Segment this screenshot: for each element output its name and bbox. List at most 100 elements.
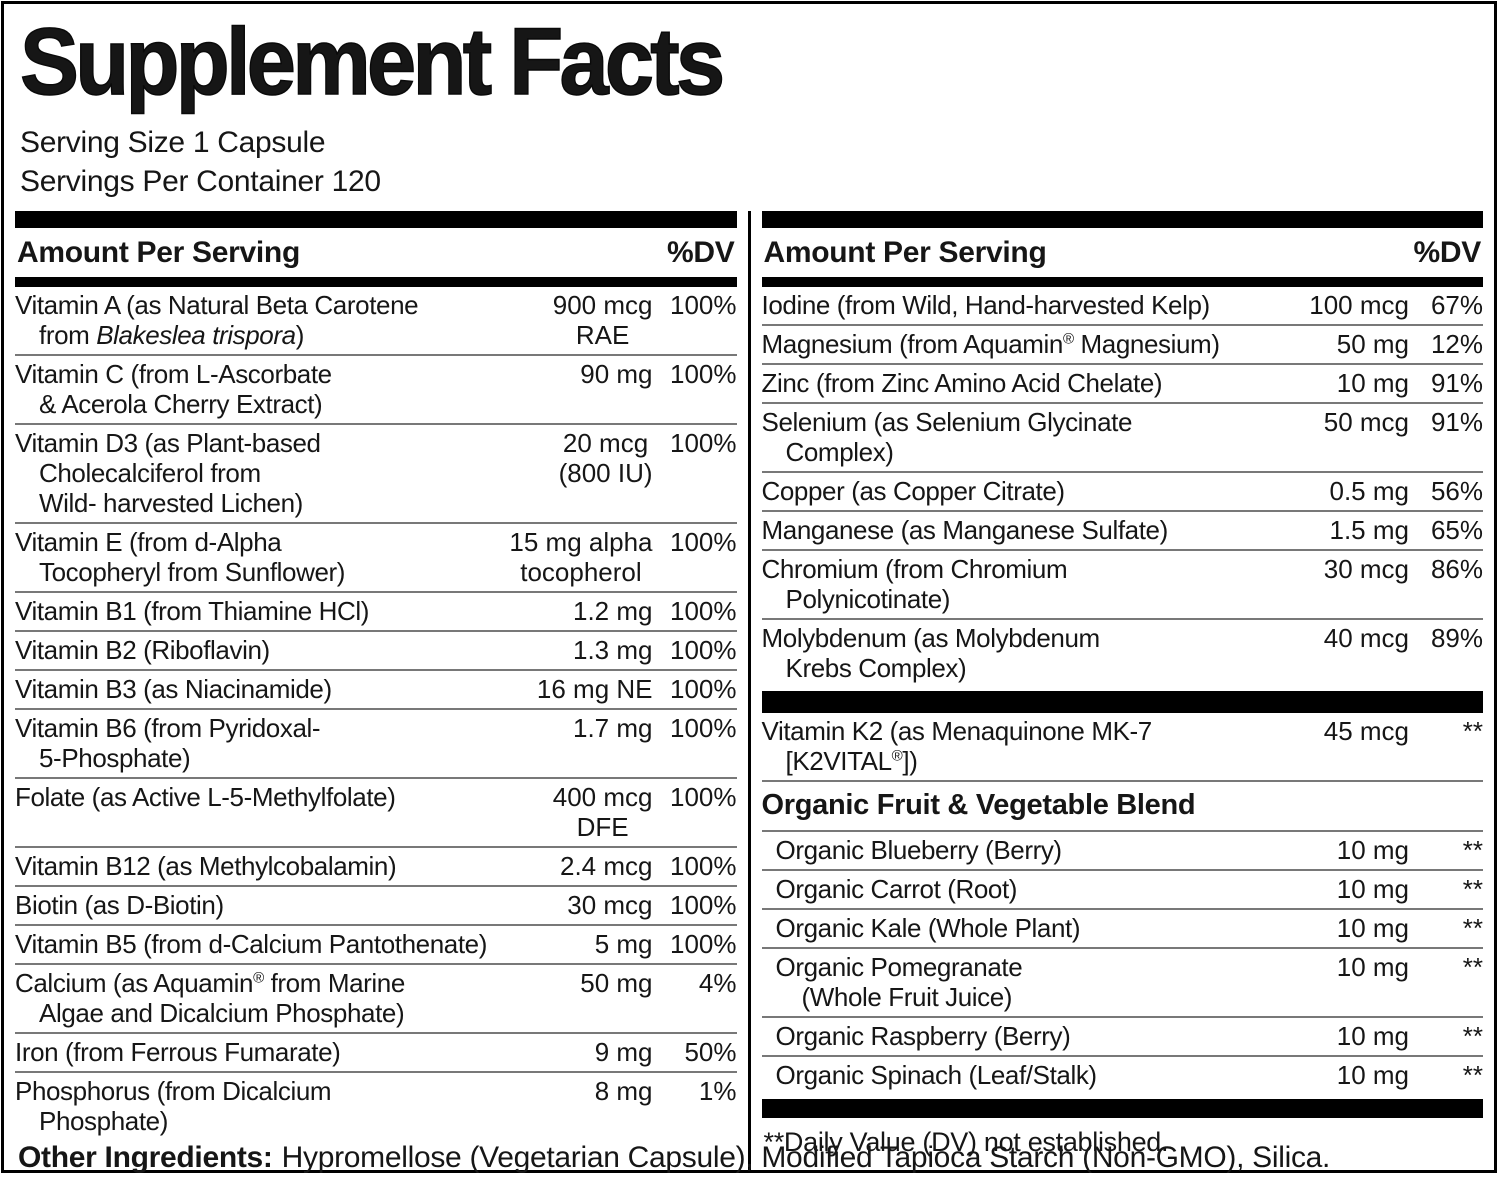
dv-value: 100%: [670, 851, 737, 882]
ingredient-name: Vitamin C (from L-Ascorbate & Acerola Ch…: [15, 359, 332, 420]
dv-value: 100%: [670, 596, 737, 627]
dv-value: **: [1462, 1021, 1483, 1052]
ingredient-name: Vitamin E (from d-Alpha Tocopheryl from …: [15, 527, 346, 588]
amount-value: 1.5 mg: [1329, 515, 1410, 546]
amount-value: 1.3 mg: [573, 635, 653, 666]
dv-value: 65%: [1430, 515, 1483, 546]
dv-value: **: [1462, 716, 1483, 747]
dv-value: 86%: [1430, 554, 1483, 585]
dv-value: **: [1462, 835, 1483, 866]
supplement-row: Vitamin B3 (as Niacinamide) 16 mg NE 100…: [15, 669, 737, 708]
amount-value: 16 mg NE: [536, 674, 653, 705]
ingredient-name: Organic Blueberry (Berry): [775, 835, 1063, 866]
dv-value: 100%: [670, 674, 737, 705]
dv-header-label: %DV: [667, 236, 735, 270]
supplement-row: Iron (from Ferrous Fumarate) 9 mg 50%: [15, 1032, 737, 1071]
dv-value: 4%: [698, 968, 737, 999]
supplement-row: Vitamin A (as Natural Beta Carotene from…: [15, 287, 737, 354]
supplement-row: Iodine (from Wild, Hand-harvested Kelp) …: [762, 287, 1484, 324]
ingredient-name: Biotin (as D-Biotin): [15, 890, 224, 921]
header-underline-bar-right: [761, 277, 1483, 288]
dv-value: 91%: [1430, 368, 1483, 399]
amount-value: 5 mg: [594, 929, 653, 960]
ingredient-name: Molybdenum (as Molybdenum Krebs Complex): [761, 623, 1101, 684]
ingredient-name: Selenium (as Selenium Glycinate Complex): [761, 407, 1133, 468]
dv-value: **: [1462, 874, 1483, 905]
ingredient-name: Vitamin B3 (as Niacinamide): [15, 674, 332, 705]
ingredient-name: Iron (from Ferrous Fumarate): [15, 1037, 341, 1068]
ingredient-name: Calcium (as Aquamin® from Marine Algae a…: [15, 968, 405, 1029]
ingredient-name: Zinc (from Zinc Amino Acid Chelate): [761, 368, 1163, 399]
supplement-row: Vitamin B5 (from d-Calcium Pantothenate)…: [15, 924, 737, 963]
amount-value: 10 mg: [1336, 874, 1409, 905]
dv-value: 50%: [684, 1037, 737, 1068]
ingredient-name: Copper (as Copper Citrate): [761, 476, 1066, 507]
amount-value: 9 mg: [594, 1037, 653, 1068]
ingredient-name: Vitamin B2 (Riboflavin): [15, 635, 270, 666]
amount-value: 10 mg: [1336, 1021, 1409, 1052]
supplement-row: Copper (as Copper Citrate) 0.5 mg 56%: [761, 471, 1483, 510]
ingredient-name: Phosphorus (from Dicalcium Phosphate): [15, 1076, 332, 1137]
ingredient-name: Manganese (as Manganese Sulfate): [761, 515, 1169, 546]
supplement-row: Organic Raspberry (Berry) 10 mg **: [761, 1016, 1483, 1055]
amount-value: 10 mg: [1336, 835, 1409, 866]
ingredient-name: Vitamin B6 (from Pyridoxal- 5-Phosphate): [15, 713, 321, 774]
other-ingredients-line: Other Ingredients: Hypromellose (Vegetari…: [0, 1131, 1500, 1187]
header-underline-bar-left: [15, 277, 737, 288]
serving-size: Serving Size 1 Capsule: [20, 126, 326, 160]
amount-per-serving-label: Amount Per Serving: [763, 236, 1047, 270]
dv-header-label: %DV: [1413, 236, 1482, 270]
supplement-row: Vitamin B2 (Riboflavin) 1.3 mg 100%: [15, 630, 737, 669]
supplement-row: Vitamin B12 (as Methylcobalamin) 2.4 mcg…: [15, 846, 737, 885]
dv-value: 89%: [1430, 623, 1483, 654]
supplement-row: Vitamin E (from d-Alpha Tocopheryl from …: [15, 522, 737, 591]
other-ingredients-label: Other Ingredients:: [18, 1141, 273, 1174]
dv-value: 91%: [1430, 407, 1483, 438]
amount-value: 50 mg: [580, 968, 653, 999]
other-ingredients-text: Hypromellose (Vegetarian Capsule), Modif…: [281, 1141, 1331, 1174]
dv-value: 100%: [670, 890, 737, 921]
amount-value: 8 mg: [594, 1076, 653, 1107]
column-header-right: Amount Per Serving %DV: [762, 228, 1484, 277]
dv-value: 67%: [1430, 290, 1483, 321]
ingredient-name: Organic Pomegranate (Whole Fruit Juice): [775, 952, 1023, 1013]
supplement-row: Vitamin K2 (as Menaquinone MK-7 [K2VITAL…: [762, 713, 1484, 780]
supplement-row: Magnesium (from Aquamin® Magnesium) 50 m…: [761, 324, 1483, 363]
section-divider-bar: [761, 691, 1483, 714]
top-bar-left: [15, 211, 737, 229]
dv-footnote: **Daily Value (DV) not established.: [763, 1127, 1169, 1158]
supplement-row: Organic Spinach (Leaf/Stalk) 10 mg **: [761, 1055, 1483, 1094]
amount-value: 2.4 mcg: [560, 851, 653, 882]
dv-value: 100%: [670, 782, 737, 813]
dv-value: **: [1462, 952, 1483, 983]
dv-value: **: [1462, 1060, 1483, 1091]
dv-value: 100%: [670, 359, 737, 390]
amount-value: 10 mg: [1336, 952, 1409, 983]
mineral-rows: Iodine (from Wild, Hand-harvested Kelp) …: [761, 287, 1484, 687]
ingredient-name: Vitamin B12 (as Methylcobalamin): [15, 851, 397, 882]
supplement-row: Chromium (from Chromium Polynicotinate) …: [761, 549, 1483, 618]
dv-value: 100%: [670, 527, 737, 558]
amount-value: 10 mg: [1336, 913, 1409, 944]
dv-value: 56%: [1430, 476, 1483, 507]
ingredient-name: Vitamin B1 (from Thiamine HCl): [15, 596, 370, 627]
supplement-row: Vitamin B6 (from Pyridoxal- 5-Phosphate)…: [15, 708, 737, 777]
supplement-row: Vitamin D3 (as Plant-based Cholecalcifer…: [15, 423, 737, 522]
supplement-row: Organic Carrot (Root) 10 mg **: [761, 869, 1483, 908]
page-title: Supplement Facts: [19, 9, 726, 115]
ingredient-name: Chromium (from Chromium Polynicotinate): [761, 554, 1068, 615]
amount-value: 0.5 mg: [1329, 476, 1410, 507]
supplement-row: Organic Pomegranate (Whole Fruit Juice) …: [761, 947, 1483, 1016]
dv-value: 100%: [670, 428, 737, 459]
supplement-row: Molybdenum (as Molybdenum Krebs Complex)…: [761, 618, 1483, 687]
amount-value: 15 mg alpha tocopherol: [509, 527, 653, 588]
amount-value: 400 mcg DFE: [552, 782, 653, 843]
servings-per-container: Servings Per Container 120: [20, 165, 381, 199]
column-header-left: Amount Per Serving %DV: [15, 228, 737, 277]
supplement-row: Manganese (as Manganese Sulfate) 1.5 mg …: [761, 510, 1483, 549]
supplement-row: Phosphorus (from Dicalcium Phosphate) 8 …: [15, 1071, 737, 1140]
footnote-divider-bar: [761, 1099, 1483, 1119]
dv-value: 12%: [1430, 329, 1483, 360]
label-header: Supplement Facts Serving Size 1 Capsule …: [4, 4, 1494, 211]
